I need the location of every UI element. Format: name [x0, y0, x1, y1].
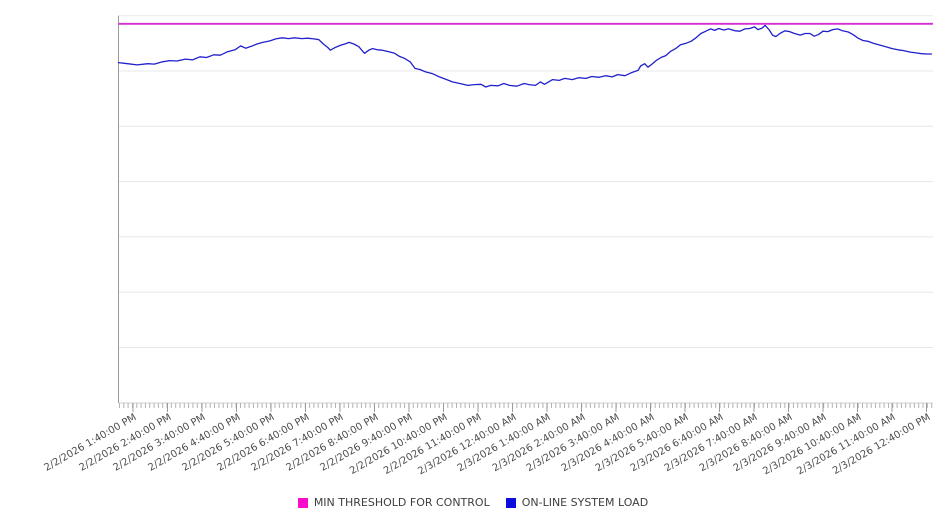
legend-item-load: ON-LINE SYSTEM LOAD [505, 496, 649, 509]
legend-swatch-threshold [297, 497, 308, 508]
legend: MIN THRESHOLD FOR CONTROL ON-LINE SYSTEM… [0, 496, 946, 509]
legend-swatch-load [505, 497, 516, 508]
x-axis-major-ticks [132, 403, 927, 412]
x-axis-minor-ticks [119, 403, 933, 408]
legend-label-threshold: MIN THRESHOLD FOR CONTROL [313, 496, 490, 509]
legend-label-load: ON-LINE SYSTEM LOAD [521, 496, 649, 509]
legend-item-threshold: MIN THRESHOLD FOR CONTROL [297, 496, 490, 509]
load-line [117, 24, 933, 88]
